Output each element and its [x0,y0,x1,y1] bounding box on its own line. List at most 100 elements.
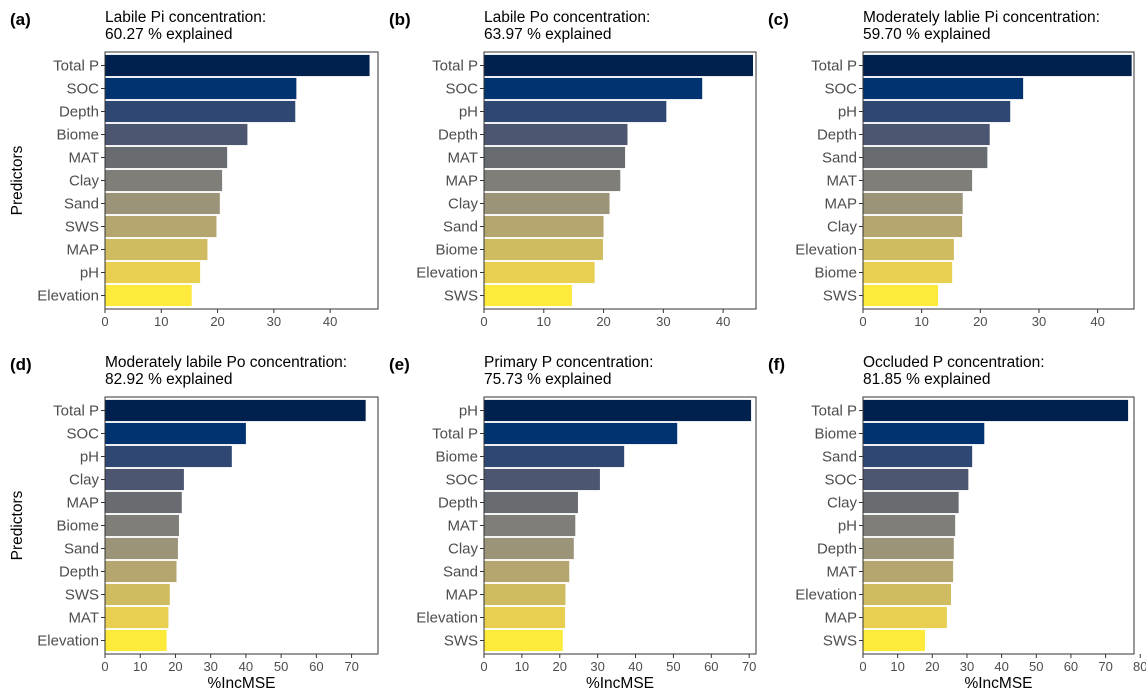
panel-title-line: 82.92 % explained [105,371,233,388]
category-label: Depth [817,541,857,558]
bar [863,629,926,652]
bar [484,514,576,537]
category-label: MAP [824,610,857,627]
bar [105,514,179,537]
x-tick-label: 10 [154,314,168,329]
panel-letter: (c) [768,10,789,29]
category-label: SOC [824,81,857,98]
y-axis-title: Predictors [9,145,26,215]
category-label: Total P [811,58,857,75]
bar [863,215,963,238]
panel-title-line: 59.70 % explained [863,26,991,43]
category-label: MAT [447,518,478,535]
category-label: Elevation [416,610,478,627]
bar [105,422,246,445]
bar [484,445,625,468]
bar [484,192,610,215]
bar [105,629,167,652]
panel-frame [104,396,379,655]
x-tick-label: 0 [859,314,866,329]
category-label: Sand [443,219,478,236]
category-label: Elevation [37,633,99,650]
panel-frame [104,51,379,310]
bar [484,215,604,238]
bar [484,560,570,583]
category-label: Sand [443,564,478,581]
x-tick-label: 10 [890,659,904,674]
panel-frame [862,51,1135,310]
bar [105,169,223,192]
category-label: pH [80,265,99,282]
category-label: Depth [817,127,857,144]
category-label: Depth [438,495,478,512]
category-label: MAT [447,150,478,167]
x-tick-label: 30 [960,659,974,674]
category-label: MAT [68,150,99,167]
bar [863,261,953,284]
bar [863,238,954,261]
bar [484,468,600,491]
bar [863,123,990,146]
category-label: MAP [445,587,478,604]
bar [105,560,177,583]
bar [105,445,232,468]
panel-frame [483,396,757,655]
bar [484,169,621,192]
bar [105,238,208,261]
x-tick-label: 30 [267,314,281,329]
bar [863,606,947,629]
bar [484,146,626,169]
category-label: Total P [432,426,478,443]
category-label: pH [838,104,857,121]
bar [105,77,297,100]
category-label: MAP [445,173,478,190]
category-label: Biome [435,449,478,466]
x-tick-label: 40 [239,659,253,674]
x-tick-label: 20 [210,314,224,329]
panel-title-line: Labile Po concentration: [484,9,650,26]
bar [105,537,178,560]
x-tick-label: 10 [515,659,529,674]
category-label: Biome [56,127,99,144]
panel-title-line: 75.73 % explained [484,371,612,388]
x-tick-label: 60 [704,659,718,674]
bar [105,583,170,606]
x-tick-label: 40 [716,314,730,329]
bar [484,123,628,146]
x-tick-label: 60 [309,659,323,674]
bar [484,238,603,261]
category-label: pH [80,449,99,466]
category-label: Elevation [416,265,478,282]
category-label: SOC [445,472,478,489]
bar [105,399,366,422]
bar [105,192,220,215]
x-tick-label: 10 [537,314,551,329]
x-tick-label: 70 [1098,659,1112,674]
category-label: SOC [824,472,857,489]
x-tick-label: 70 [742,659,756,674]
category-label: MAT [826,564,857,581]
bar [863,445,973,468]
x-tick-label: 50 [1029,659,1043,674]
x-tick-label: 40 [1090,314,1104,329]
bar [863,537,954,560]
panel-title-line: 63.97 % explained [484,26,612,43]
x-tick-label: 30 [590,659,604,674]
x-tick-label: 0 [101,314,108,329]
panel-title-line: Moderately lablie Pi concentration: [863,9,1100,26]
panel-title-line: Occluded P concentration: [863,354,1045,371]
x-tick-label: 30 [656,314,670,329]
category-label: Depth [59,564,99,581]
y-axis-title: Predictors [9,490,26,560]
bar [863,77,1024,100]
category-label: MAP [824,196,857,213]
category-label: Clay [69,472,100,489]
bar [863,422,985,445]
category-label: MAP [66,242,99,259]
bar [863,514,956,537]
category-label: Sand [64,541,99,558]
panel-title-line: 60.27 % explained [105,26,233,43]
category-label: Biome [814,426,857,443]
x-tick-label: 70 [344,659,358,674]
x-tick-label: 80 [1133,659,1146,674]
